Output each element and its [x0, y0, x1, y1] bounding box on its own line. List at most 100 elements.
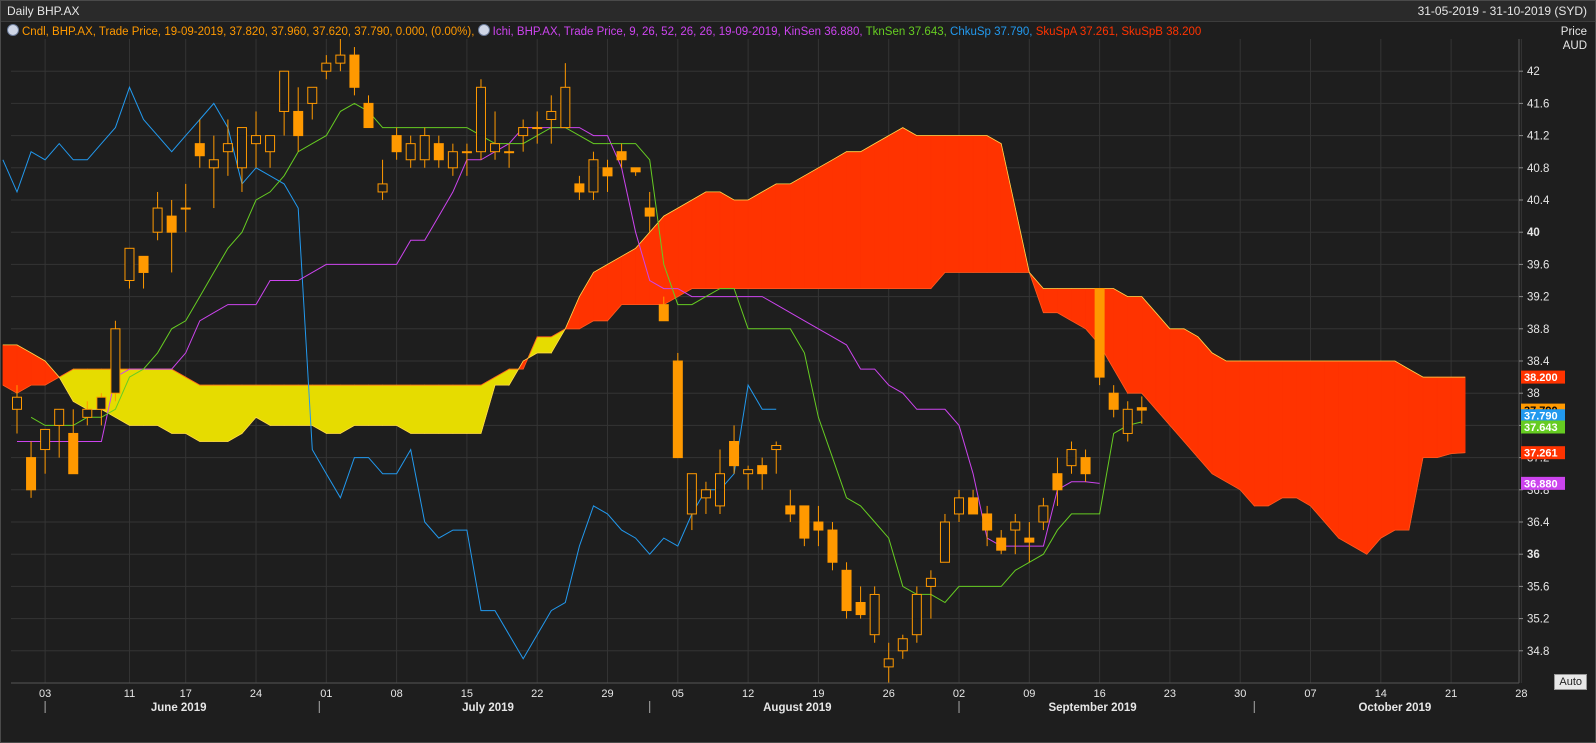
candle-down[interactable]: [1136, 407, 1147, 411]
candle-up[interactable]: [1038, 505, 1049, 523]
candle-up[interactable]: [939, 521, 950, 563]
candle-up[interactable]: [152, 207, 163, 233]
candle-down[interactable]: [293, 110, 304, 137]
auto-scale-button[interactable]: Auto: [1554, 674, 1587, 690]
candle-up[interactable]: [251, 135, 262, 145]
candle-up[interactable]: [447, 151, 458, 169]
candle-down[interactable]: [194, 143, 205, 157]
candle-up[interactable]: [911, 593, 922, 636]
candle-down[interactable]: [166, 215, 177, 233]
candle-up[interactable]: [588, 159, 599, 193]
candle-up[interactable]: [700, 489, 711, 499]
kumo-cloud-bearish: [733, 199, 749, 289]
price-label-text: 37.790: [1524, 411, 1558, 423]
candle-down[interactable]: [1024, 537, 1035, 543]
candle-up[interactable]: [124, 247, 135, 282]
kumo-cloud-bullish: [171, 368, 186, 434]
candle-down[interactable]: [785, 505, 796, 515]
candle-down[interactable]: [1052, 473, 1063, 491]
candle-down[interactable]: [616, 151, 627, 161]
candle-down[interactable]: [841, 569, 852, 612]
candle-down[interactable]: [757, 465, 768, 475]
candle-down[interactable]: [729, 441, 740, 467]
candle-down[interactable]: [855, 602, 866, 616]
candle-up[interactable]: [377, 183, 388, 193]
candle-down[interactable]: [602, 167, 613, 177]
legend-chkusp: ChkuSp 37.790,: [950, 26, 1033, 38]
candle-up[interactable]: [1066, 449, 1077, 467]
candle-down[interactable]: [982, 513, 993, 531]
legend-ichimoku[interactable]: Ichi, BHP.AX, Trade Price, 9, 26, 52, 26…: [492, 26, 781, 38]
candle-down[interactable]: [827, 529, 838, 563]
candle-up[interactable]: [12, 396, 22, 410]
candle-up[interactable]: [897, 638, 908, 652]
y-tick-label: 36: [1527, 549, 1540, 561]
candle-down[interactable]: [968, 497, 979, 515]
candle-up[interactable]: [925, 577, 936, 587]
candle-down[interactable]: [433, 143, 444, 161]
y-tick-label: 35.2: [1527, 614, 1549, 626]
candle-up[interactable]: [110, 328, 121, 394]
candle-up[interactable]: [560, 86, 571, 129]
candle-up[interactable]: [546, 110, 557, 120]
kumo-cloud-bearish: [789, 175, 805, 289]
candle-up[interactable]: [208, 159, 219, 169]
candle-up[interactable]: [321, 62, 332, 72]
candle-up[interactable]: [490, 143, 501, 153]
candle-up[interactable]: [307, 86, 318, 104]
candle-down[interactable]: [799, 505, 810, 539]
candle-up[interactable]: [883, 658, 894, 668]
candle-down[interactable]: [349, 54, 360, 88]
candle-down[interactable]: [26, 457, 37, 491]
candle-down[interactable]: [813, 521, 824, 531]
candle-down[interactable]: [363, 102, 374, 129]
candle-up[interactable]: [461, 151, 472, 154]
candle-down[interactable]: [630, 167, 641, 173]
candle-up[interactable]: [236, 127, 247, 169]
candle-up[interactable]: [1122, 408, 1133, 434]
candle-up[interactable]: [532, 127, 543, 130]
candle-up[interactable]: [54, 408, 65, 426]
candle-up[interactable]: [96, 396, 107, 410]
candle-down[interactable]: [68, 432, 79, 475]
kumo-cloud-bearish: [1380, 360, 1396, 539]
candle-down[interactable]: [672, 360, 683, 459]
candle-up[interactable]: [686, 473, 697, 515]
candle-up[interactable]: [771, 445, 782, 451]
candle-down[interactable]: [1108, 392, 1119, 410]
candle-up[interactable]: [222, 143, 233, 153]
candle-up[interactable]: [405, 143, 416, 161]
candle-up[interactable]: [335, 54, 346, 64]
candle-down[interactable]: [391, 135, 402, 153]
candle-up[interactable]: [279, 70, 290, 112]
candle-up[interactable]: [265, 135, 276, 153]
legend-candle[interactable]: Cndl, BHP.AX, Trade Price, 19-09-2019, 3…: [22, 26, 475, 38]
candle-up[interactable]: [518, 127, 529, 137]
candle-down[interactable]: [1080, 457, 1091, 475]
candle-up[interactable]: [40, 428, 51, 451]
price-label-box: [1521, 420, 1565, 434]
candle-down[interactable]: [138, 255, 149, 273]
ichimoku-series-icon[interactable]: [477, 24, 490, 36]
kumo-cloud-bullish: [269, 384, 285, 426]
candle-down[interactable]: [574, 183, 585, 193]
candle-up[interactable]: [715, 473, 725, 507]
candle-up[interactable]: [869, 593, 880, 636]
candle-series-icon[interactable]: [7, 24, 19, 36]
candle-up[interactable]: [1010, 521, 1021, 531]
candle-up[interactable]: [743, 469, 754, 475]
candle-down[interactable]: [996, 537, 1007, 551]
candle-up[interactable]: [475, 86, 486, 153]
candle-up[interactable]: [419, 135, 430, 161]
candle-up[interactable]: [180, 207, 191, 210]
x-tick-label: 12: [742, 688, 754, 700]
candle-down[interactable]: [658, 304, 669, 322]
candle-up[interactable]: [82, 408, 93, 418]
candle-up[interactable]: [504, 151, 515, 154]
date-range[interactable]: 31-05-2019 - 31-10-2019 (SYD): [1417, 4, 1587, 18]
candle-down[interactable]: [1094, 288, 1105, 378]
candle-down[interactable]: [644, 207, 655, 217]
y-tick-label: 36.4: [1527, 517, 1550, 529]
candle-up[interactable]: [954, 497, 965, 515]
